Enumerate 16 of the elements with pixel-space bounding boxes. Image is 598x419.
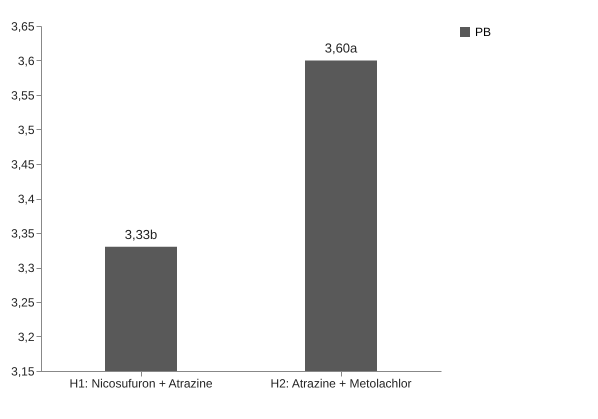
y-tick-label: 3,45 bbox=[11, 158, 35, 172]
y-tick-label: 3,2 bbox=[18, 330, 35, 344]
x-tick-label: H2: Atrazine + Metolachlor bbox=[270, 376, 412, 390]
y-tick-label: 3,65 bbox=[11, 20, 35, 34]
x-tick-label: H1: Nicosufuron + Atrazine bbox=[69, 376, 213, 390]
y-tick-label: 3,35 bbox=[11, 226, 35, 240]
y-tick-label: 3,25 bbox=[11, 296, 35, 310]
y-tick-label: 3,15 bbox=[11, 364, 35, 378]
data-label: 3,33b bbox=[124, 226, 158, 242]
y-tick-label: 3,55 bbox=[11, 88, 35, 102]
y-tick-label: 3,4 bbox=[18, 192, 35, 206]
data-label: 3,60a bbox=[324, 40, 358, 56]
y-tick-label: 3,6 bbox=[18, 54, 35, 68]
legend-label: PB bbox=[475, 25, 492, 39]
y-tick-label: 3,3 bbox=[18, 261, 35, 275]
y-tick-label: 3,5 bbox=[18, 123, 35, 137]
